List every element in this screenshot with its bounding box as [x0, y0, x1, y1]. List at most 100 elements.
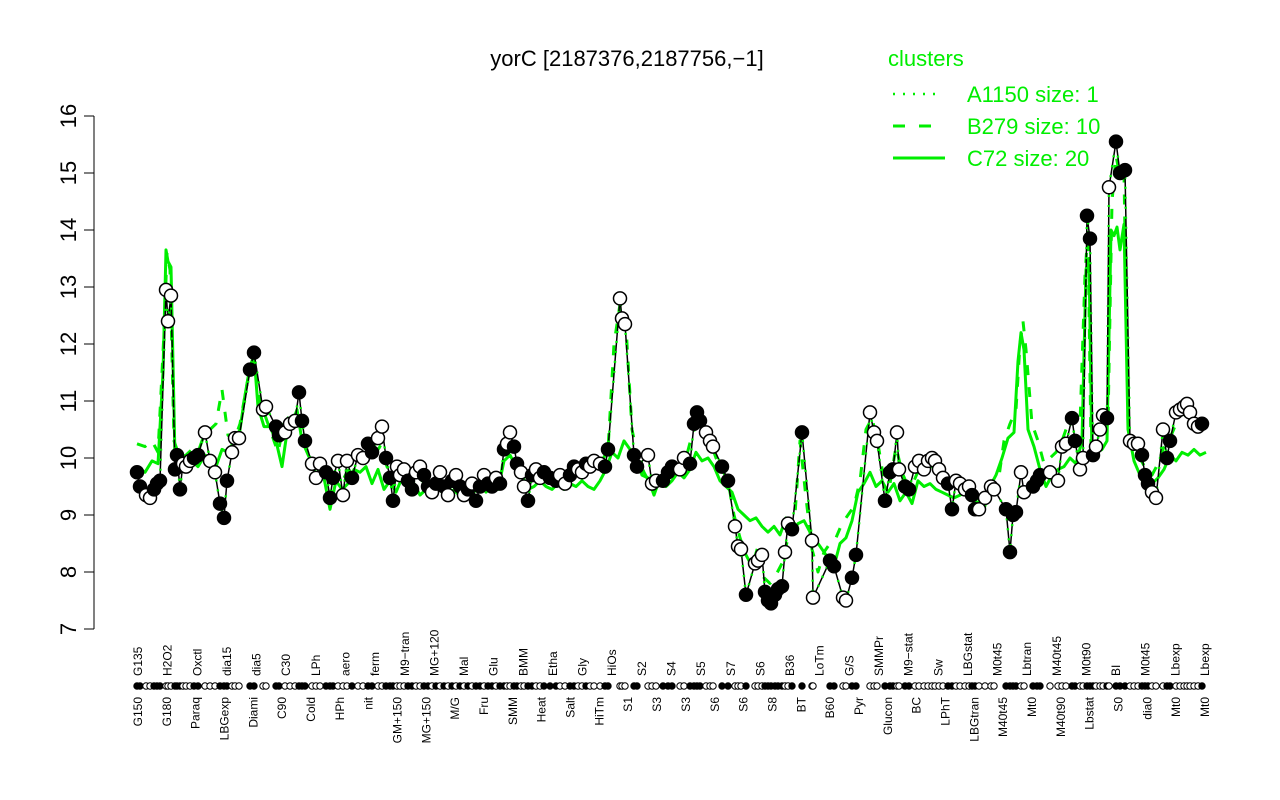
- data-point: [152, 473, 168, 489]
- x-tick-label: Gly: [576, 658, 590, 676]
- y-tick-label: 8: [56, 566, 81, 578]
- data-point: [1155, 422, 1171, 437]
- x-tick-label: Lbstat: [1083, 696, 1097, 729]
- x-tick-label: LPhT: [939, 696, 953, 725]
- data-point: [1194, 416, 1210, 432]
- x-tick-label: Lbtran: [1020, 642, 1034, 676]
- data-point: [197, 425, 213, 440]
- x-marker: [1062, 682, 1070, 690]
- data-point: [258, 399, 274, 414]
- x-marker: [798, 682, 806, 690]
- data-point: [1092, 422, 1108, 437]
- x-tick-label: LBGtran: [967, 697, 981, 742]
- data-point: [848, 547, 864, 563]
- data-point: [325, 470, 341, 486]
- data-point: [1148, 490, 1164, 506]
- x-tick-label: S3: [679, 697, 693, 712]
- x-tick-label: LoTm: [813, 645, 827, 676]
- data-point: [1108, 134, 1124, 149]
- data-point: [207, 465, 223, 480]
- x-marker: [546, 682, 554, 690]
- data-point: [804, 533, 820, 548]
- x-tick-label: Paraq: [189, 697, 203, 729]
- data-point: [612, 291, 628, 306]
- data-point: [502, 425, 518, 440]
- y-tick-label: 14: [56, 218, 81, 242]
- x-marker: [724, 682, 732, 690]
- x-marker: [696, 682, 704, 690]
- data-point: [1008, 504, 1024, 520]
- x-tick-label: ferm: [368, 652, 382, 676]
- x-marker: [1020, 682, 1028, 690]
- data-point: [246, 345, 262, 360]
- data-point: [294, 413, 310, 429]
- x-tick-label: C30: [279, 654, 293, 676]
- data-point: [506, 439, 522, 454]
- x-marker: [1166, 682, 1174, 690]
- data-point: [738, 587, 754, 603]
- x-tick-label: Cold: [304, 697, 318, 722]
- x-marker: [262, 682, 270, 690]
- data-point: [682, 456, 698, 471]
- x-marker: [668, 682, 676, 690]
- x-marker: [1198, 682, 1206, 690]
- x-tick-label: S0: [1112, 697, 1126, 712]
- data-point: [844, 570, 860, 585]
- data-point: [774, 579, 790, 594]
- x-tick-label: SMM: [506, 697, 520, 725]
- data-point: [1013, 465, 1029, 480]
- data-point: [727, 519, 743, 534]
- data-point: [335, 487, 351, 503]
- legend-entry-a1150: A1150 size: 1: [967, 82, 1099, 107]
- x-tick-label: M0t45: [1139, 642, 1153, 676]
- x-marker: [1105, 682, 1113, 690]
- x-tick-label: Diami: [246, 697, 260, 728]
- data-point: [1088, 439, 1104, 454]
- x-tick-label: dia5: [250, 653, 264, 676]
- data-point: [516, 479, 532, 494]
- y-axis: 7 8 9 10 11 12 13 14 15 16: [56, 104, 95, 635]
- x-tick-label: BI: [1109, 665, 1123, 676]
- x-tick-label: G150: [131, 697, 145, 727]
- x-marker: [895, 682, 903, 690]
- expression-series: [129, 134, 1210, 611]
- data-point: [877, 493, 893, 509]
- x-tick-label: SMMPr: [872, 636, 886, 676]
- x-tick-label: Mt0: [1169, 697, 1183, 717]
- data-point: [754, 547, 770, 563]
- data-point: [617, 316, 633, 332]
- x-marker: [301, 682, 309, 690]
- x-tick-label: B36: [783, 654, 797, 676]
- x-tick-label: BT: [794, 696, 808, 712]
- x-tick-label: S2: [635, 661, 649, 676]
- legend-entry-c72: C72 size: 20: [967, 146, 1089, 171]
- data-point: [291, 385, 307, 400]
- x-marker: [590, 682, 598, 690]
- x-tick-label: MG+150: [419, 697, 433, 744]
- x-marker: [905, 682, 913, 690]
- data-point: [1099, 410, 1115, 426]
- y-tick-label: 10: [56, 446, 81, 470]
- x-marker: [250, 682, 258, 690]
- data-point: [432, 465, 448, 480]
- x-marker: [652, 682, 660, 690]
- y-tick-label: 15: [56, 161, 81, 185]
- x-tick-label: Lbexp: [1168, 643, 1182, 676]
- data-point: [190, 447, 206, 463]
- data-point: [597, 459, 613, 474]
- data-point: [805, 590, 821, 605]
- legend: clusters A1150 size: 1 B279 size: 10 C72…: [888, 46, 1100, 171]
- data-point: [944, 502, 960, 517]
- x-tick-label: BC: [910, 697, 924, 714]
- x-tick-label: Etha: [546, 651, 560, 676]
- data-point: [172, 482, 188, 497]
- data-point: [468, 493, 484, 509]
- x-tick-label: HiOs: [605, 649, 619, 676]
- x-tick-label: dia0: [1140, 697, 1154, 720]
- x-marker: [788, 682, 796, 690]
- data-point: [826, 559, 842, 574]
- data-point: [862, 405, 878, 420]
- data-point: [364, 445, 380, 460]
- x-tick-label: aero: [339, 652, 353, 676]
